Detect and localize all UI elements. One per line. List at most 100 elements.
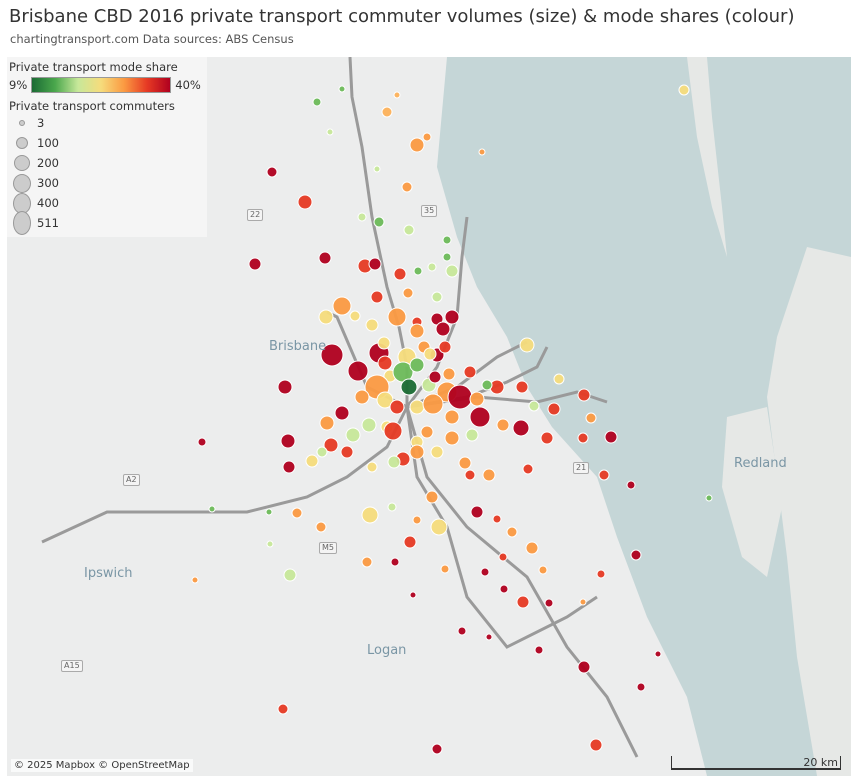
suburb-bubble[interactable]	[305, 454, 319, 468]
suburb-bubble[interactable]	[318, 251, 332, 265]
suburb-bubble[interactable]	[423, 347, 437, 361]
suburb-bubble[interactable]	[377, 336, 391, 350]
suburb-bubble[interactable]	[319, 415, 335, 431]
suburb-bubble[interactable]	[540, 431, 554, 445]
suburb-bubble[interactable]	[430, 518, 448, 536]
suburb-bubble[interactable]	[277, 703, 289, 715]
suburb-bubble[interactable]	[291, 507, 303, 519]
suburb-bubble[interactable]	[589, 738, 603, 752]
suburb-bubble[interactable]	[577, 388, 591, 402]
suburb-bubble[interactable]	[499, 584, 509, 594]
suburb-bubble[interactable]	[390, 557, 400, 567]
suburb-bubble[interactable]	[435, 321, 451, 337]
suburb-bubble[interactable]	[553, 373, 565, 385]
suburb-bubble[interactable]	[470, 505, 484, 519]
suburb-bubble[interactable]	[266, 540, 274, 548]
suburb-bubble[interactable]	[376, 391, 394, 409]
suburb-bubble[interactable]	[282, 460, 296, 474]
suburb-bubble[interactable]	[469, 406, 491, 428]
suburb-bubble[interactable]	[373, 216, 385, 228]
suburb-bubble[interactable]	[387, 455, 401, 469]
suburb-bubble[interactable]	[280, 433, 296, 449]
suburb-bubble[interactable]	[430, 445, 444, 459]
suburb-bubble[interactable]	[464, 469, 476, 481]
suburb-bubble[interactable]	[444, 409, 460, 425]
suburb-bubble[interactable]	[368, 257, 382, 271]
suburb-bubble[interactable]	[442, 367, 456, 381]
suburb-bubble[interactable]	[361, 417, 377, 433]
suburb-bubble[interactable]	[444, 309, 460, 325]
suburb-bubble[interactable]	[409, 137, 425, 153]
suburb-bubble[interactable]	[340, 445, 354, 459]
suburb-bubble[interactable]	[427, 262, 437, 272]
suburb-bubble[interactable]	[498, 552, 508, 562]
suburb-bubble[interactable]	[316, 446, 328, 458]
suburb-bubble[interactable]	[654, 650, 662, 658]
suburb-bubble[interactable]	[463, 365, 477, 379]
suburb-bubble[interactable]	[431, 743, 443, 755]
suburb-bubble[interactable]	[393, 267, 407, 281]
suburb-bubble[interactable]	[481, 379, 493, 391]
suburb-bubble[interactable]	[265, 508, 273, 516]
suburb-bubble[interactable]	[403, 535, 417, 549]
suburb-bubble[interactable]	[604, 430, 618, 444]
suburb-bubble[interactable]	[525, 541, 539, 555]
suburb-bubble[interactable]	[538, 565, 548, 575]
suburb-bubble[interactable]	[442, 235, 452, 245]
suburb-bubble[interactable]	[373, 165, 381, 173]
suburb-bubble[interactable]	[577, 432, 589, 444]
suburb-bubble[interactable]	[496, 418, 510, 432]
suburb-bubble[interactable]	[579, 598, 587, 606]
suburb-bubble[interactable]	[401, 181, 413, 193]
suburb-bubble[interactable]	[431, 291, 443, 303]
suburb-bubble[interactable]	[636, 682, 646, 692]
suburb-bubble[interactable]	[266, 166, 278, 178]
suburb-bubble[interactable]	[438, 340, 452, 354]
suburb-bubble[interactable]	[409, 399, 425, 415]
suburb-bubble[interactable]	[338, 85, 346, 93]
suburb-bubble[interactable]	[516, 595, 530, 609]
suburb-bubble[interactable]	[334, 405, 350, 421]
suburb-bubble[interactable]	[630, 549, 642, 561]
map-canvas[interactable]: 22 A2 M5 21 A15 35 Private transport mod…	[7, 57, 851, 776]
suburb-bubble[interactable]	[442, 252, 452, 262]
suburb-bubble[interactable]	[332, 296, 352, 316]
suburb-bubble[interactable]	[277, 379, 293, 395]
suburb-bubble[interactable]	[377, 355, 393, 371]
suburb-bubble[interactable]	[354, 389, 370, 405]
suburb-bubble[interactable]	[458, 456, 472, 470]
suburb-bubble[interactable]	[678, 84, 690, 96]
suburb-bubble[interactable]	[402, 287, 414, 299]
suburb-bubble[interactable]	[544, 598, 554, 608]
suburb-bubble[interactable]	[585, 412, 597, 424]
suburb-bubble[interactable]	[598, 469, 610, 481]
suburb-bubble[interactable]	[512, 419, 530, 437]
suburb-bubble[interactable]	[361, 506, 379, 524]
suburb-bubble[interactable]	[191, 576, 199, 584]
suburb-bubble[interactable]	[413, 266, 423, 276]
suburb-bubble[interactable]	[428, 370, 442, 384]
suburb-bubble[interactable]	[705, 494, 713, 502]
suburb-bubble[interactable]	[297, 194, 313, 210]
suburb-bubble[interactable]	[370, 290, 384, 304]
suburb-bubble[interactable]	[485, 633, 493, 641]
suburb-bubble[interactable]	[596, 569, 606, 579]
suburb-bubble[interactable]	[482, 468, 496, 482]
suburb-bubble[interactable]	[383, 421, 403, 441]
suburb-bubble[interactable]	[320, 343, 344, 367]
suburb-bubble[interactable]	[480, 567, 490, 577]
suburb-bubble[interactable]	[469, 391, 485, 407]
suburb-bubble[interactable]	[389, 399, 405, 415]
suburb-bubble[interactable]	[387, 307, 407, 327]
suburb-bubble[interactable]	[465, 428, 479, 442]
suburb-bubble[interactable]	[387, 502, 397, 512]
suburb-bubble[interactable]	[522, 463, 534, 475]
suburb-bubble[interactable]	[420, 425, 434, 439]
suburb-bubble[interactable]	[345, 427, 361, 443]
suburb-bubble[interactable]	[326, 128, 334, 136]
suburb-bubble[interactable]	[547, 402, 561, 416]
suburb-bubble[interactable]	[440, 564, 450, 574]
suburb-bubble[interactable]	[506, 526, 518, 538]
suburb-bubble[interactable]	[248, 257, 262, 271]
suburb-bubble[interactable]	[312, 97, 322, 107]
